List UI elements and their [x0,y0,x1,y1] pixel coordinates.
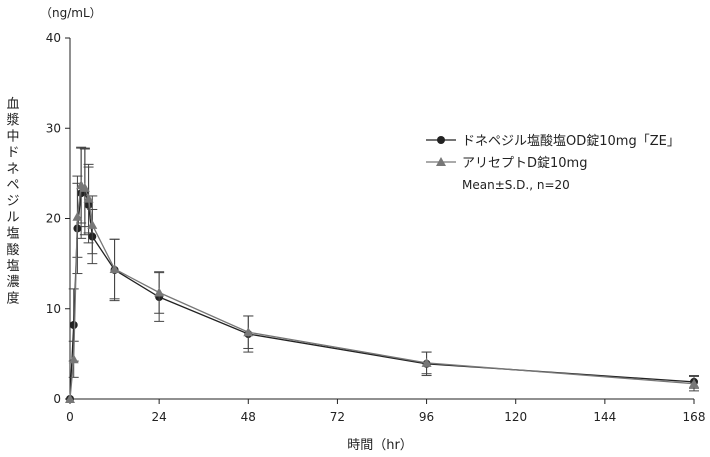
series-1-point-9 [243,327,254,337]
series-1-point-4 [79,182,90,192]
legend-marker-1 [436,157,446,166]
x-tick-label-2: 48 [241,410,256,424]
y-axis-title-char-12: 度 [6,290,19,306]
series-1-point-2 [72,211,83,221]
y-axis-title-char-10: 塩 [6,259,19,274]
y-tick-label-1: 10 [46,302,61,316]
series-0 [66,147,699,403]
plot-area [65,146,699,403]
legend-note: Mean±S.D., n=20 [462,178,570,192]
series-1-point-0 [65,394,75,403]
y-tick-label-3: 30 [46,121,61,135]
y-axis-title-char-11: 濃 [6,275,19,290]
y-axis-unit-label: （ng/mL） [40,6,102,20]
y-axis-title-char-2: 中 [6,129,19,144]
axes: 0 10 20 30 40 0 24 48 72 96 120 144 168 [46,31,706,424]
x-tick-label-3: 72 [330,410,345,424]
legend-label-1: アリセプトD錠10mg [462,156,587,171]
y-axis-title-char-0: 血 [6,97,19,112]
x-axis-title: 時間（hr） [347,438,413,453]
y-axis-title-char-7: ル [6,210,19,225]
x-tick-label-6: 144 [593,410,616,424]
legend-marker-0 [437,136,445,144]
x-tick-label-0: 0 [66,410,74,424]
x-tick-label-4: 96 [419,410,434,424]
y-tick-label-2: 20 [46,212,61,226]
series-1-point-1 [68,354,79,364]
x-tick-label-5: 120 [504,410,527,424]
series-1-point-8 [154,287,165,297]
series-1-line [69,183,695,400]
series-1-point-11 [689,378,699,388]
y-tick-label-0: 0 [53,392,61,406]
x-tick-label-7: 168 [683,410,706,424]
series-1 [65,146,699,403]
y-axis-title-char-9: 酸 [6,243,19,258]
x-tick-label-1: 24 [152,410,167,424]
y-axis-title-char-1: 漿 [6,113,19,128]
series-1-point-6 [87,219,98,229]
y-axis-title-char-3: ド [6,146,19,161]
series-0-point-1 [69,320,78,329]
legend: ドネペジル塩酸塩OD錠10mg「ZE」アリセプトD錠10mg Mean±S.D.,… [426,134,680,192]
y-axis-title-char-8: 塩 [6,227,19,242]
series-1-point-10 [421,357,432,367]
series-1-point-5 [83,193,94,203]
y-axis-title-char-5: ペ [6,178,19,193]
series-1-point-7 [109,264,120,274]
legend-label-0: ドネペジル塩酸塩OD錠10mg「ZE」 [462,134,680,149]
y-axis-title-char-4: ネ [6,162,19,177]
y-tick-label-4: 40 [46,31,61,45]
y-axis-title-char-6: ジ [6,194,19,209]
